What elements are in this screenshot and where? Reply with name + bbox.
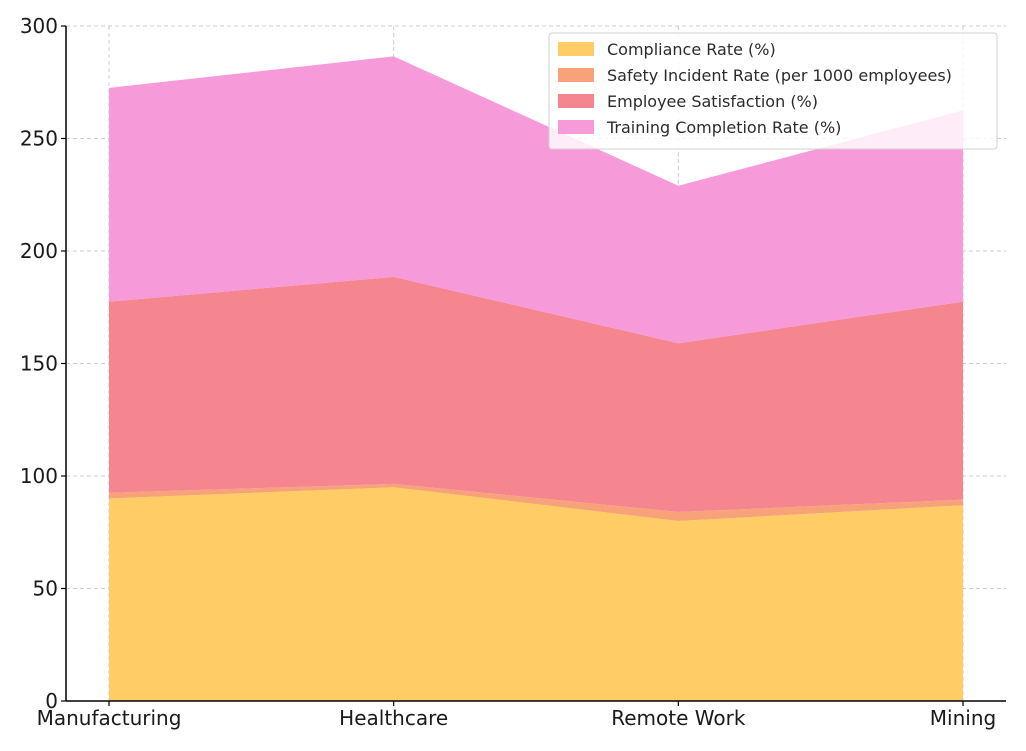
legend-swatch-0 [558, 42, 594, 56]
legend-swatch-1 [558, 68, 594, 82]
y-tick-label-250: 250 [20, 127, 58, 151]
y-tick-label-50: 50 [33, 577, 58, 601]
area-series-group [109, 56, 963, 701]
x-tick-label-3: Mining [930, 706, 996, 730]
area-series-2 [109, 276, 963, 512]
legend-label-2: Employee Satisfaction (%) [607, 92, 818, 111]
y-tick-label-0: 0 [45, 689, 58, 713]
legend-label-0: Compliance Rate (%) [607, 40, 776, 59]
legend-swatch-3 [558, 120, 594, 134]
area-series-0 [109, 487, 963, 701]
y-tick-label-150: 150 [20, 352, 58, 376]
x-tick-label-2: Remote Work [611, 706, 746, 730]
y-tick-label-200: 200 [20, 239, 58, 263]
area-series-3 [109, 56, 963, 344]
legend-swatch-2 [558, 94, 594, 108]
legend-box [548, 32, 998, 150]
legend-label-3: Training Completion Rate (%) [606, 118, 841, 137]
x-tick-label-0: Manufacturing [37, 706, 182, 730]
legend-label-1: Safety Incident Rate (per 1000 employees… [607, 66, 952, 85]
y-tick-label-100: 100 [20, 464, 58, 488]
area-series-1 [109, 483, 963, 521]
tick-labels: 0 50 100 150 200 250 300 Manufacturing Healthcar… [20, 14, 996, 730]
x-tick-label-1: Healthcare [339, 706, 448, 730]
y-tick-label-300: 300 [20, 14, 58, 38]
axes [61, 25, 1006, 706]
legend: Compliance Rate (%) Safety Incident Rate … [548, 32, 998, 150]
